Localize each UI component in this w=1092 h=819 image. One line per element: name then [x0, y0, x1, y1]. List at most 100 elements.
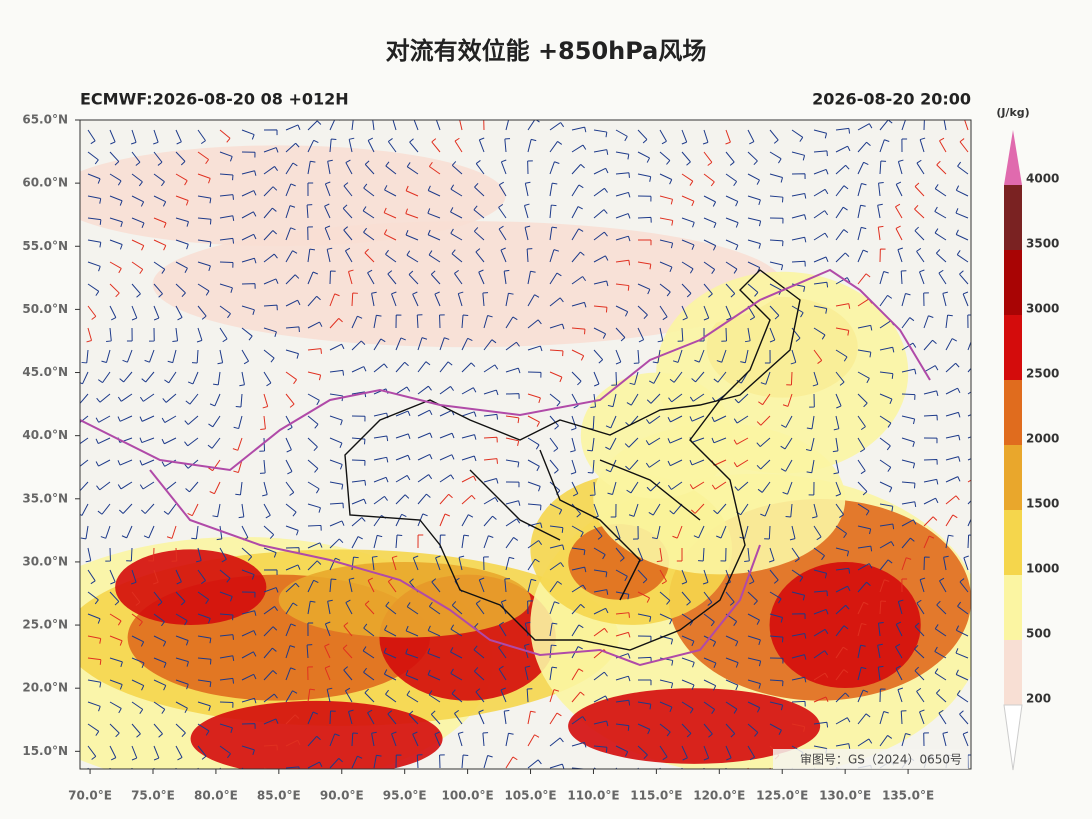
wind-barb — [109, 767, 111, 769]
wind-barb — [791, 192, 807, 199]
wind-barb — [409, 138, 419, 153]
colorbar-band — [1004, 185, 1022, 250]
map-frame — [79, 119, 972, 770]
wind-barb — [813, 672, 829, 681]
wind-barb — [373, 363, 388, 373]
wind-barb — [85, 547, 92, 563]
wind-barb — [329, 369, 345, 376]
wind-barb — [593, 231, 608, 241]
wind-barb — [769, 239, 784, 247]
wind-barb — [967, 391, 971, 395]
wind-barb — [809, 393, 815, 408]
wind-barb — [936, 160, 947, 175]
wind-barb — [615, 151, 630, 160]
wind-barb — [241, 547, 253, 561]
wind-barb — [131, 745, 138, 761]
wind-barb — [351, 459, 366, 466]
wind-barb — [408, 710, 419, 725]
wind-barb — [459, 120, 463, 131]
wind-barb — [285, 437, 292, 453]
wind-barb — [87, 305, 97, 320]
wind-barb — [593, 671, 608, 681]
wind-barb — [307, 600, 316, 615]
wind-barb — [923, 556, 930, 571]
wind-barb — [549, 544, 565, 551]
x-tick-label: 85.0°E — [257, 789, 301, 803]
wind-barb — [857, 123, 873, 131]
wind-barb — [835, 646, 848, 659]
wind-barb — [967, 367, 971, 373]
wind-barb — [175, 767, 177, 769]
wind-barb — [363, 623, 375, 637]
wind-barb — [285, 205, 296, 219]
wind-barb — [669, 371, 683, 383]
wind-barb — [391, 291, 397, 307]
wind-barb — [285, 183, 296, 197]
wind-barb — [791, 676, 807, 683]
wind-barb — [505, 556, 515, 571]
wind-barb — [219, 261, 234, 268]
wind-barb — [758, 393, 771, 406]
wind-barb — [139, 393, 155, 402]
wind-barb — [703, 305, 710, 321]
wind-barb — [637, 591, 651, 603]
wind-barb — [659, 151, 671, 165]
wind-barb — [703, 151, 713, 166]
wind-barb — [857, 161, 869, 175]
wind-barb — [109, 195, 123, 206]
wind-barb — [175, 657, 189, 667]
wind-barb — [166, 525, 177, 539]
wind-barb — [703, 239, 717, 251]
x-tick-label: 105.0°E — [504, 789, 556, 803]
wind-barb — [901, 393, 916, 400]
colorbar-band — [1004, 510, 1022, 575]
wind-barb — [923, 437, 938, 444]
wind-barb — [80, 525, 89, 540]
wind-barb — [87, 613, 101, 624]
wind-barb — [307, 666, 313, 681]
wind-barb — [593, 129, 608, 138]
wind-barb — [307, 761, 323, 769]
wind-barb — [417, 474, 433, 483]
wind-barb — [263, 207, 277, 219]
wind-barb — [527, 371, 542, 378]
wind-barb — [307, 481, 320, 494]
wind-barb — [593, 371, 600, 387]
wind-barb — [109, 701, 122, 714]
cape-area — [278, 562, 531, 638]
wind-barb — [637, 261, 652, 270]
wind-barb — [524, 181, 531, 197]
wind-barb — [549, 226, 558, 241]
cape-area — [769, 562, 921, 689]
wind-barb — [395, 314, 402, 329]
wind-barb — [263, 525, 275, 539]
wind-barb — [143, 525, 155, 539]
wind-barb — [461, 475, 477, 483]
wind-barb — [527, 345, 543, 352]
wind-barb — [938, 269, 947, 285]
wind-barb — [967, 414, 971, 417]
wind-barb — [659, 283, 671, 297]
wind-barb — [524, 225, 531, 241]
wind-barb — [131, 635, 145, 647]
wind-barb — [791, 767, 794, 769]
wind-barb — [416, 754, 423, 769]
wind-barb — [427, 229, 441, 241]
wind-barb — [857, 525, 872, 535]
wind-barb — [879, 437, 891, 451]
wind-barb — [615, 591, 630, 600]
wind-barb — [605, 437, 617, 450]
wind-barb — [833, 459, 840, 475]
wind-barb — [348, 269, 354, 285]
wind-barb — [413, 120, 419, 131]
wind-barb — [175, 283, 186, 298]
wind-barb — [919, 577, 926, 593]
wind-barb — [935, 249, 947, 263]
wind-barb — [813, 168, 829, 175]
wind-barb — [835, 743, 851, 749]
wind-barb — [148, 547, 155, 562]
cape-area — [115, 549, 267, 625]
wind-barb — [897, 247, 904, 263]
wind-barb — [329, 481, 344, 490]
